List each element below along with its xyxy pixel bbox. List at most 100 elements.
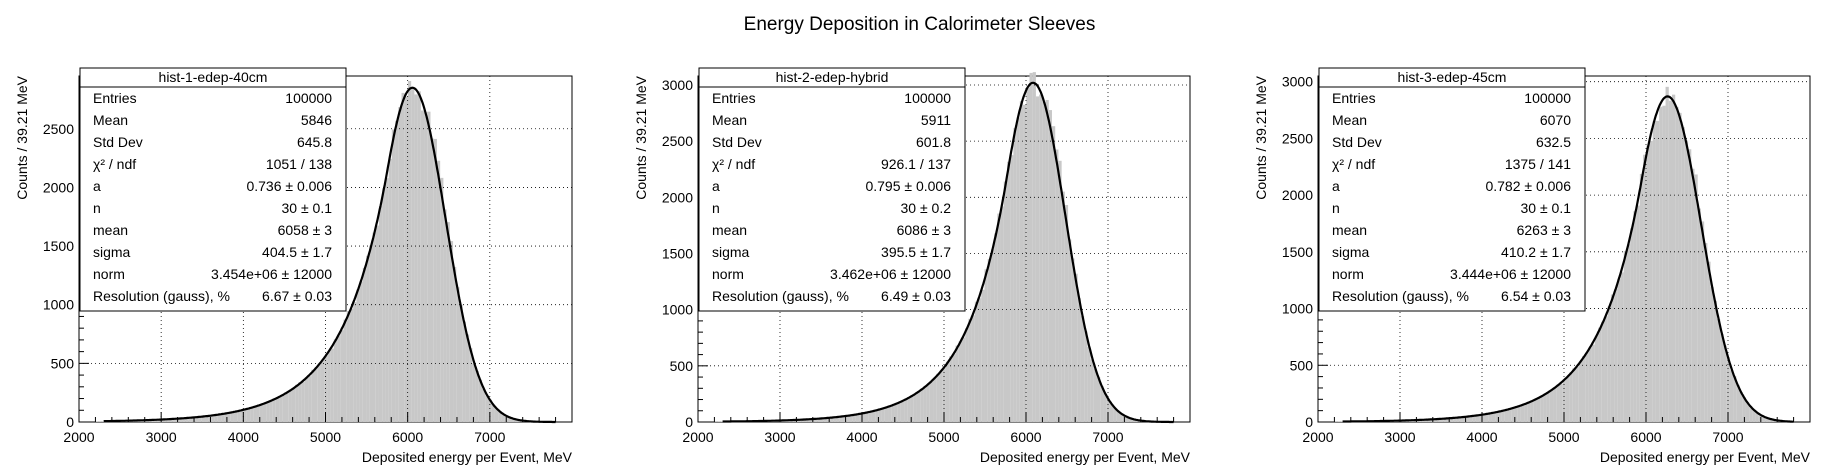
histogram-bin — [1508, 408, 1512, 422]
histogram-bin — [285, 392, 289, 422]
histogram-bin — [1765, 417, 1769, 422]
histogram-bin — [1491, 412, 1496, 422]
histogram-bin — [1517, 405, 1521, 422]
histogram-bin — [1697, 208, 1701, 422]
histogram-bin — [1742, 397, 1746, 422]
histogram-bin — [1520, 404, 1525, 422]
histogram-bin — [1437, 418, 1441, 422]
stats-value: 1051 / 138 — [266, 156, 332, 172]
histogram-bin — [1029, 72, 1033, 423]
y-tick-label: 1000 — [1282, 301, 1313, 317]
histogram-bin — [881, 408, 885, 422]
histogram-bin — [1511, 407, 1515, 422]
x-tick-label: 5000 — [310, 429, 341, 445]
histogram-bin — [433, 138, 437, 422]
histogram-bin — [1533, 398, 1537, 422]
histogram-bin — [1752, 409, 1756, 422]
histogram-bin — [485, 395, 489, 422]
histogram-bin — [449, 241, 454, 422]
histogram-bin — [855, 414, 860, 422]
x-axis-label: Deposited energy per Event, MeV — [362, 449, 573, 465]
stats-label: norm — [93, 266, 125, 282]
histogram-bin — [849, 415, 853, 422]
histogram-bin — [926, 384, 930, 422]
histogram-bin — [282, 394, 286, 422]
stats-label: norm — [1332, 266, 1364, 282]
histogram-bin — [1720, 333, 1724, 422]
histogram-bin — [494, 408, 499, 422]
histogram-bin — [1762, 416, 1766, 422]
histogram-bin — [301, 381, 305, 422]
histogram-bin — [1039, 94, 1043, 422]
histogram-bin — [172, 418, 176, 422]
histogram-bin — [291, 388, 296, 422]
stats-value: 1375 / 141 — [1505, 156, 1571, 172]
histogram-bin — [1572, 368, 1576, 422]
stats-box-title: hist-2-edep-hybrid — [776, 69, 889, 85]
stats-value: 30 ± 0.1 — [1521, 200, 1572, 216]
stats-value: 100000 — [904, 90, 951, 106]
histogram-bin — [894, 403, 898, 422]
stats-value: 5846 — [301, 112, 332, 128]
histogram-bin — [411, 88, 415, 422]
stats-label: Mean — [93, 112, 128, 128]
histogram-bin — [1585, 353, 1589, 422]
x-tick-label: 4000 — [846, 429, 877, 445]
stats-label: Resolution (gauss), % — [93, 288, 230, 304]
histogram-bin — [801, 419, 805, 422]
histogram-bin — [304, 377, 309, 422]
stats-box-title: hist-1-edep-40cm — [159, 69, 268, 85]
histogram-bin — [414, 94, 418, 422]
x-tick-label: 7000 — [1712, 429, 1743, 445]
stats-value: 3.462e+06 ± 12000 — [830, 266, 951, 282]
histogram-bin — [1604, 316, 1608, 422]
stats-label: a — [712, 178, 720, 194]
y-tick-label: 0 — [1305, 414, 1313, 430]
histogram-bin — [356, 289, 360, 422]
histogram-bin — [929, 381, 934, 422]
x-tick-label: 4000 — [228, 429, 259, 445]
histogram-bin — [1623, 251, 1627, 422]
stats-value: 0.782 ± 0.006 — [1485, 178, 1571, 194]
histogram-bin — [314, 367, 318, 422]
histogram-bin — [1559, 383, 1563, 422]
stats-box-frame — [698, 67, 966, 312]
histogram-bin — [1575, 366, 1579, 422]
histogram-bin — [233, 411, 238, 422]
histogram-bin — [846, 415, 850, 422]
stats-value: 6263 ± 3 — [1517, 222, 1572, 238]
histogram-bin — [910, 395, 914, 422]
histogram-bin — [1553, 387, 1557, 422]
histogram-bin — [401, 92, 405, 423]
stats-label: χ² / ndf — [712, 156, 755, 172]
histogram-bin — [1739, 391, 1743, 422]
stats-value: 5911 — [921, 112, 951, 128]
x-tick-label: 2000 — [63, 429, 94, 445]
histogram-bin — [1013, 128, 1017, 422]
histogram-bin — [230, 412, 234, 422]
histogram-bin — [1129, 418, 1133, 422]
histogram-bin — [250, 407, 254, 422]
histogram-bin — [462, 321, 466, 422]
histogram-bin — [395, 120, 399, 422]
histogram-bin — [875, 410, 879, 422]
histogram-bin — [1434, 419, 1438, 422]
histogram-bin — [1681, 127, 1685, 423]
histogram-bin — [469, 348, 473, 422]
histogram-bin — [981, 289, 985, 422]
histogram-bin — [214, 414, 218, 422]
histogram-bin — [1424, 419, 1428, 422]
histogram-bin — [1659, 106, 1663, 422]
x-tick-label: 6000 — [392, 429, 423, 445]
histogram-bin — [1652, 120, 1656, 422]
histogram-bin — [836, 416, 840, 422]
histogram-bin — [974, 301, 979, 422]
histogram-bin — [1446, 418, 1451, 422]
histogram-bin — [478, 379, 483, 422]
histogram-bin — [990, 249, 995, 422]
histogram-bin — [807, 419, 811, 422]
stats-value: 632.5 — [1536, 134, 1571, 150]
x-tick-label: 5000 — [928, 429, 959, 445]
histogram-bin — [204, 416, 209, 422]
histogram-bin — [398, 107, 402, 422]
